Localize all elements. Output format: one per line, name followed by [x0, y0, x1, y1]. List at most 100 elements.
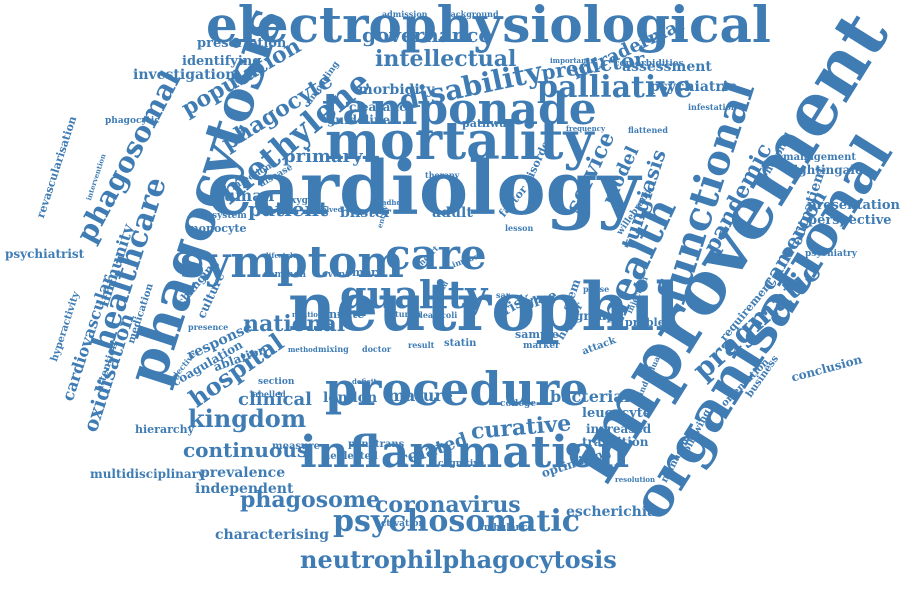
word: patient	[248, 197, 329, 221]
word: rural	[530, 296, 556, 307]
word: infestation	[688, 102, 737, 113]
word: tunga	[395, 309, 422, 320]
word: escherichia	[566, 504, 657, 521]
word: flea	[417, 310, 434, 321]
word: coli	[441, 310, 458, 321]
word: conclusion	[789, 352, 864, 385]
word: independent	[195, 481, 294, 498]
word: activation	[375, 519, 426, 530]
word: prescription	[197, 35, 287, 51]
word: penetrans	[348, 438, 405, 450]
word: admission	[382, 9, 428, 20]
word: electrophysiological	[206, 0, 771, 54]
word: tamponade	[322, 83, 597, 135]
word: adult	[432, 205, 473, 222]
word: lesson	[505, 223, 534, 234]
word: blister	[340, 205, 392, 222]
word: psychiatry	[805, 249, 857, 260]
word: event	[322, 270, 350, 281]
word: clinical	[238, 388, 313, 410]
word: involved	[310, 205, 343, 215]
word: statin	[444, 337, 477, 349]
word: investigation	[133, 67, 236, 84]
word: clearance	[349, 99, 415, 114]
word: oxygen	[285, 196, 321, 207]
word: measure	[272, 440, 320, 452]
word: transition	[582, 434, 649, 449]
word: care	[385, 230, 487, 280]
word: sar	[496, 290, 510, 301]
word: characterising	[215, 527, 329, 544]
word: relation	[292, 310, 323, 320]
word: phagosome	[240, 487, 381, 514]
word: london	[323, 390, 378, 407]
word: result	[408, 340, 435, 351]
word: important	[550, 56, 590, 66]
word: guideline	[327, 112, 391, 127]
word: marker	[523, 341, 560, 352]
word: neglected	[323, 450, 378, 462]
word: innate	[325, 307, 365, 321]
word: human	[212, 186, 275, 206]
word: method	[288, 345, 318, 355]
word: multidisciplinary	[90, 466, 205, 481]
word: cardiology	[207, 146, 641, 233]
word: section	[258, 377, 295, 388]
word: kingdom	[188, 403, 307, 433]
word: background	[445, 9, 499, 20]
word: presence	[188, 322, 229, 333]
word: symptom	[180, 236, 404, 288]
word: revascularisation	[34, 114, 80, 220]
word: quality	[340, 271, 488, 317]
word: perspective	[808, 212, 892, 228]
word: frequency	[566, 124, 606, 134]
word: governance	[362, 23, 492, 47]
word: leucocyte	[582, 405, 651, 421]
word: management	[783, 151, 856, 163]
word: mortality	[325, 110, 594, 172]
word: presentation	[807, 197, 900, 213]
word: bacterial	[550, 387, 630, 407]
word: psychosomatic	[333, 503, 580, 539]
word: monocyte	[187, 221, 247, 235]
word: lifestyle	[266, 251, 298, 261]
word: flattened	[628, 125, 668, 136]
word: nightingale	[785, 162, 863, 177]
word: assessment	[622, 59, 712, 76]
word: neutrophil	[288, 267, 680, 346]
word: mature	[388, 386, 453, 406]
word: deficit	[352, 377, 377, 387]
word: coronavirus	[375, 492, 521, 519]
word: identifying	[182, 53, 262, 69]
word: adhd	[382, 198, 402, 208]
word: morbidity	[358, 82, 435, 99]
word: phagocytic	[105, 116, 160, 127]
word: increased	[586, 421, 652, 436]
word: labelled	[250, 389, 286, 400]
word: resolution	[615, 475, 656, 485]
word: group	[575, 308, 615, 323]
word: pathway	[462, 116, 513, 130]
word: national	[243, 311, 346, 338]
word: palliative	[537, 69, 693, 105]
word: psychiatric	[650, 79, 737, 96]
word: inflammation	[300, 426, 630, 478]
word: continuous	[183, 438, 309, 462]
word: system	[212, 211, 247, 222]
word: ambulance	[478, 523, 534, 534]
word: phase	[583, 284, 610, 295]
word: cognitive	[438, 459, 485, 470]
word: comorbidities	[614, 59, 684, 70]
word: intellectual	[375, 46, 517, 73]
word: mixing	[318, 344, 349, 355]
word: prevalence	[200, 465, 286, 482]
word: common	[263, 270, 307, 281]
word: problem	[625, 315, 677, 329]
word: more	[352, 265, 384, 279]
word: hierarchy	[135, 422, 194, 436]
word: college	[500, 399, 537, 410]
word: neutrophilphagocytosis	[300, 544, 617, 574]
word: procedure	[325, 361, 589, 416]
word: primary	[283, 145, 363, 167]
